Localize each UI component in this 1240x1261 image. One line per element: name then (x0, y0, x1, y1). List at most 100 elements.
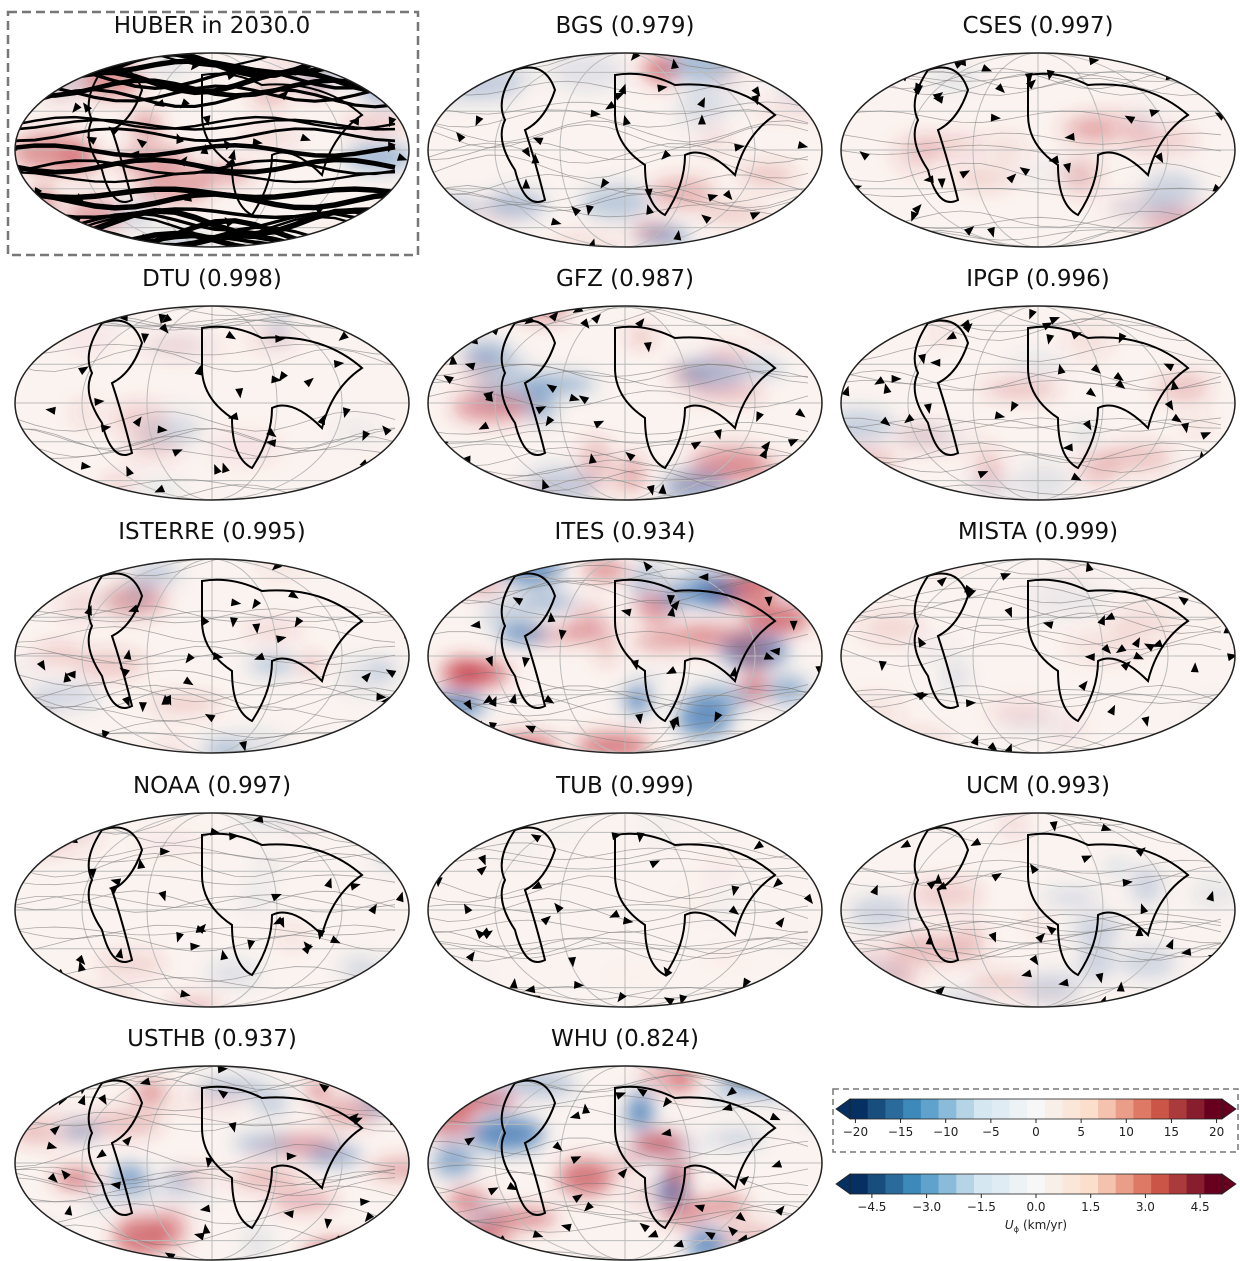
streamline (15, 427, 396, 450)
arrowhead (543, 694, 555, 704)
arrowhead (458, 222, 470, 231)
arrowhead (1084, 653, 1095, 662)
blob (428, 1096, 483, 1116)
colorbar-segment (1133, 1174, 1152, 1194)
blob (325, 53, 398, 76)
meridian (972, 306, 1104, 500)
arrowhead (673, 1239, 684, 1248)
arrowhead (463, 699, 472, 711)
arrowhead (225, 157, 236, 166)
arrowhead (271, 893, 282, 902)
panel-title: ISTERRE (0.995) (118, 519, 306, 545)
arrowhead (1141, 716, 1150, 727)
streamline (15, 894, 396, 908)
blob (1142, 172, 1200, 210)
map (15, 53, 409, 247)
streamline (15, 428, 396, 452)
streamline (15, 626, 396, 643)
blob (687, 685, 753, 712)
arrowhead (620, 608, 632, 617)
arrowhead (738, 1175, 750, 1186)
streamline (15, 1113, 396, 1127)
arrowhead (1049, 821, 1058, 832)
blob (810, 1093, 822, 1127)
blob (698, 204, 764, 223)
arrowhead (742, 977, 752, 989)
streamline (15, 118, 396, 131)
arrowhead (368, 1066, 379, 1072)
arrowhead (402, 1113, 409, 1125)
arrowhead (334, 1246, 344, 1257)
blob (595, 636, 618, 665)
arrowhead (991, 873, 1002, 882)
arrowhead (475, 929, 485, 940)
streamline (841, 369, 1222, 391)
arrowhead (878, 226, 889, 237)
arrowhead (514, 1246, 523, 1258)
streamline (428, 1095, 809, 1108)
meridian (81, 1066, 343, 1260)
arrowhead (1154, 152, 1164, 164)
meridian (146, 1066, 278, 1260)
arrowhead (580, 318, 590, 329)
colorbar-segment (1115, 1099, 1134, 1119)
continent (87, 572, 364, 723)
blob (15, 705, 50, 740)
arrowhead (1004, 606, 1012, 618)
streamline (428, 1140, 809, 1156)
arrowhead (428, 719, 439, 730)
arrowhead (512, 597, 524, 606)
arrowhead (694, 1204, 705, 1213)
colorbar-segment (867, 1174, 886, 1194)
streamline (428, 857, 809, 870)
arrowhead (1100, 823, 1112, 832)
arrowhead (36, 317, 48, 325)
meridian (559, 306, 691, 500)
streamline (841, 144, 1222, 156)
panel-title: TUB (0.999) (555, 773, 694, 799)
arrowhead (713, 429, 722, 440)
blob (892, 136, 942, 173)
meridian (559, 559, 691, 753)
map-frame (427, 52, 823, 248)
streamline (428, 140, 809, 161)
arrowhead (62, 1075, 74, 1083)
streamline (428, 937, 809, 962)
streamline (15, 645, 396, 664)
blob (632, 561, 673, 584)
arrowhead (671, 716, 680, 728)
arrowhead (622, 916, 634, 925)
arrowhead (443, 375, 454, 384)
arrowhead (224, 216, 234, 228)
colorbar-segment (1080, 1174, 1099, 1194)
arrowhead (482, 694, 494, 704)
blob (758, 1072, 794, 1102)
blob (634, 672, 662, 685)
colorbar-segment (1062, 1099, 1081, 1119)
blob (257, 559, 307, 578)
blob (1064, 325, 1113, 358)
blob (358, 72, 409, 105)
panel-title: BGS (0.979) (556, 13, 695, 39)
colorbar-segment (1009, 1099, 1028, 1119)
arrowhead (1124, 115, 1136, 124)
panel-title: USTHB (0.937) (127, 1026, 297, 1052)
arrowhead (643, 561, 653, 572)
blob (126, 1081, 175, 1116)
arrowhead (569, 1111, 581, 1120)
arrowhead (122, 696, 130, 707)
streamline (428, 599, 809, 618)
arrowhead (375, 306, 384, 314)
arrowhead (912, 204, 922, 215)
map-frame (14, 558, 410, 754)
map-frame (14, 1065, 410, 1261)
streamline (841, 939, 1222, 961)
arrowhead (649, 860, 661, 869)
arrowhead (568, 956, 576, 968)
arrowhead (217, 1089, 229, 1099)
blob (911, 879, 983, 910)
map-frame (840, 558, 1236, 754)
streamline (15, 874, 396, 886)
tick-label: 5 (1077, 1125, 1085, 1139)
